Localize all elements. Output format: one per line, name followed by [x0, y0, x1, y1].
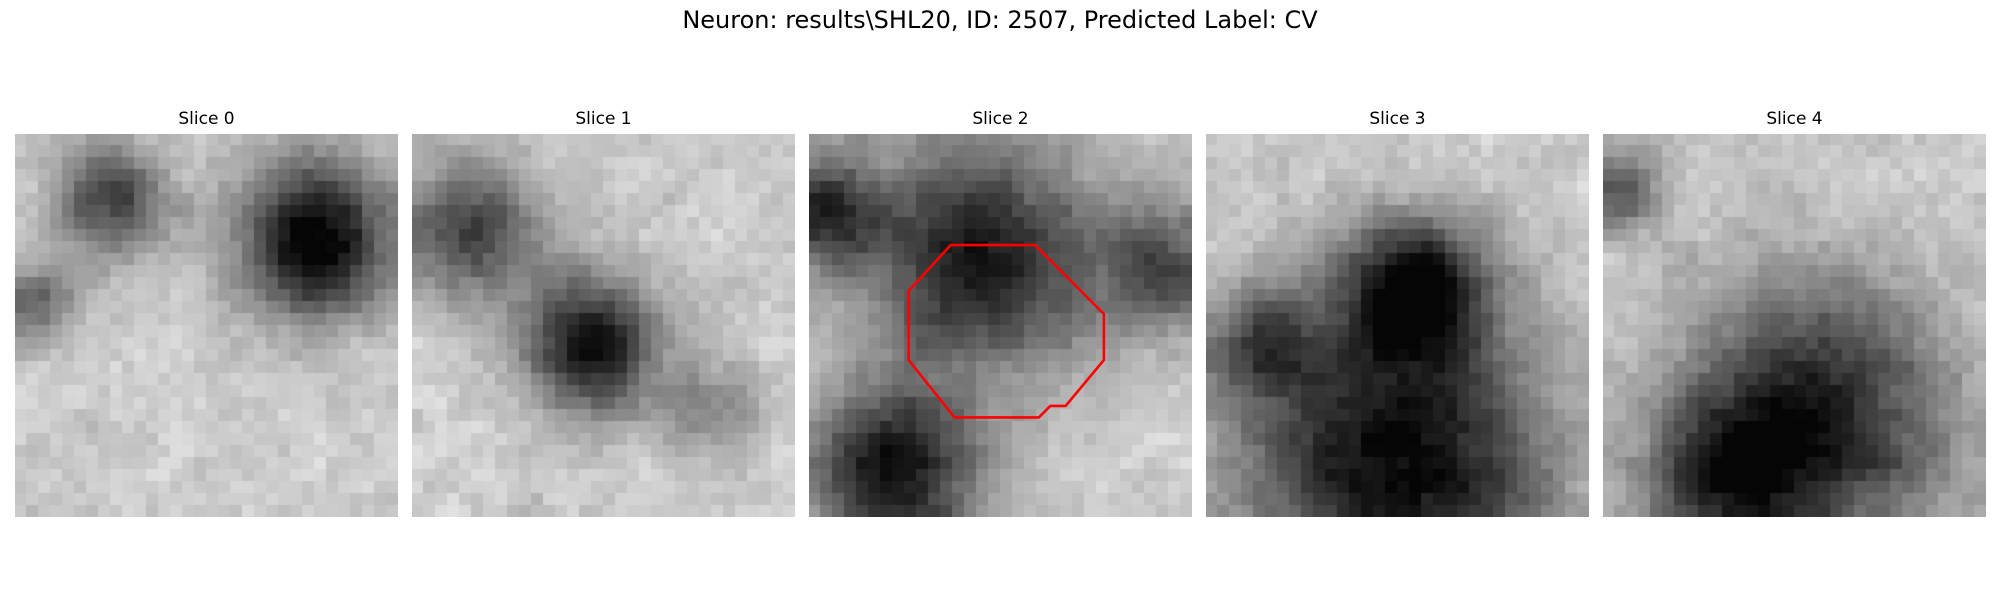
- figure-title: Neuron: results\SHL20, ID: 2507, Predict…: [0, 6, 2000, 34]
- slice-image: [412, 134, 795, 517]
- slice-panel-3: Slice 3: [1206, 108, 1589, 517]
- slice-panel-0: Slice 0: [15, 108, 398, 517]
- slice-panel-4: Slice 4: [1603, 108, 1986, 517]
- slice-image: [809, 134, 1192, 517]
- slice-title: Slice 3: [1206, 108, 1589, 134]
- slice-title: Slice 0: [15, 108, 398, 134]
- slice-title: Slice 2: [809, 108, 1192, 134]
- slice-panel-2: Slice 2: [809, 108, 1192, 517]
- slice-title: Slice 1: [412, 108, 795, 134]
- slice-image: [1603, 134, 1986, 517]
- slice-image: [1206, 134, 1589, 517]
- slice-image: [15, 134, 398, 517]
- slice-panel-1: Slice 1: [412, 108, 795, 517]
- slice-title: Slice 4: [1603, 108, 1986, 134]
